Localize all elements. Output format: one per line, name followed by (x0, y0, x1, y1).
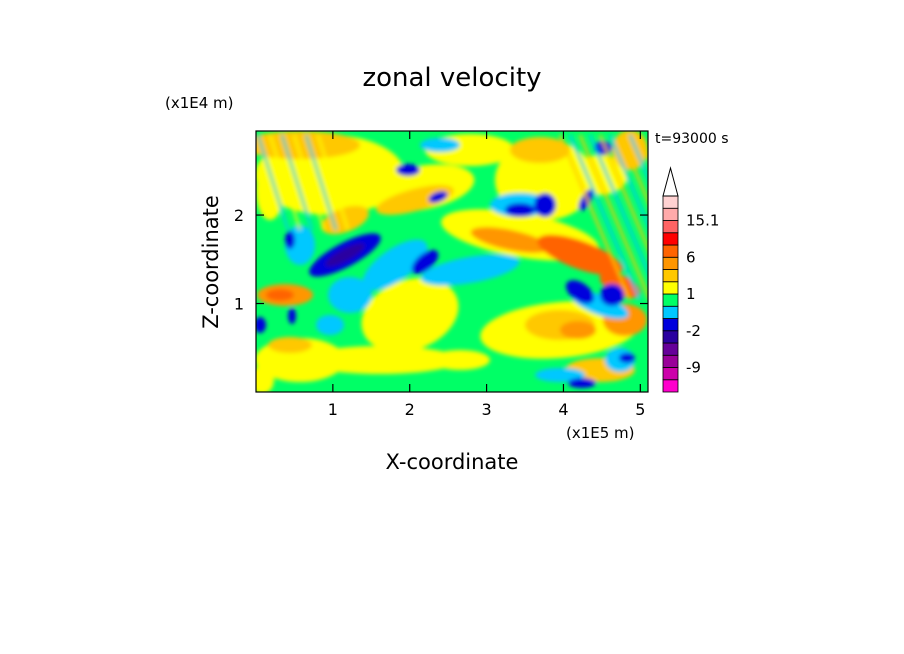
contour-stripe (618, 134, 648, 205)
contour-region (328, 277, 372, 313)
colorbar-swatch (662, 305, 679, 319)
contour-stripe (588, 134, 648, 276)
y-tick-label: 2 (234, 206, 244, 225)
x-tick-label: 4 (558, 400, 568, 419)
colorbar-swatch (662, 330, 679, 344)
colorbar-swatch (662, 195, 679, 209)
x-tick-label: 2 (405, 400, 415, 419)
contour-region (510, 137, 570, 163)
plot-frame (255, 130, 649, 393)
colorbar-arrow (662, 166, 679, 197)
contour-region (361, 277, 459, 353)
contour-region (411, 250, 439, 274)
contour-region (535, 368, 585, 382)
colorbar-swatch (662, 256, 679, 270)
contour-stripe (280, 134, 314, 231)
colorbar-swatch (662, 244, 679, 258)
x-tick-label: 1 (328, 400, 338, 419)
contour-stripe (608, 134, 648, 229)
contour-stripe (598, 134, 648, 252)
x-scale-label: (x1E5 m) (566, 424, 635, 442)
x-axis-ticks: 1 2 3 4 5 (328, 131, 645, 419)
contour-stripe (558, 134, 632, 301)
contour-stripe (256, 134, 290, 231)
x-axis-label: X-coordinate (386, 450, 519, 474)
y-axis-ticks: 12 (234, 206, 648, 314)
contour-stripe (628, 134, 648, 182)
contour-stripe (578, 134, 648, 300)
x-tick-label: 3 (481, 400, 491, 419)
contour-region (428, 191, 448, 203)
time-label: t=93000 s (655, 131, 729, 147)
colorbar-swatch (662, 318, 679, 332)
contour-region (268, 337, 312, 353)
contour-region (534, 193, 556, 217)
contour-stripe (304, 134, 338, 231)
colorbar-label: -2 (686, 322, 701, 340)
contour-stripe (316, 134, 350, 231)
contour-region (256, 366, 274, 392)
contour-region (316, 315, 344, 335)
colorbar-swatch (662, 342, 679, 356)
contour-region (470, 227, 550, 253)
contour-region (285, 231, 295, 249)
colorbar-swatch (662, 379, 679, 393)
colorbar-swatch (662, 293, 679, 307)
colorbar-swatch (662, 207, 679, 221)
contour-region (376, 185, 454, 215)
y-tick-label: 1 (234, 295, 244, 314)
colorbar-swatch (662, 281, 679, 295)
contour-stripe (292, 134, 326, 231)
contour-field (256, 131, 648, 392)
contour-region (505, 203, 535, 217)
colorbar: -9 -2 1 6 15.1 (662, 166, 719, 393)
colorbar-swatch (662, 232, 679, 246)
contour-region (600, 284, 624, 306)
contour-region (430, 350, 490, 370)
contour-region (288, 308, 296, 324)
contour-region (560, 321, 596, 339)
chart-title: zonal velocity (362, 63, 541, 93)
contour-region (565, 280, 595, 304)
contour-region (537, 234, 623, 276)
y-scale-label: (x1E4 m) (165, 94, 234, 112)
contour-region (362, 239, 428, 291)
contour-stripe (268, 134, 302, 231)
contour-region (619, 353, 635, 363)
colorbar-label: 1 (686, 285, 696, 303)
colorbar-swatch (662, 269, 679, 283)
y-axis-label: Z-coordinate (199, 195, 223, 329)
contour-region (396, 164, 420, 176)
contour-stripe (568, 134, 642, 301)
colorbar-label: 6 (686, 248, 696, 266)
contour-region (599, 272, 641, 298)
colorbar-label: 15.1 (686, 212, 719, 230)
contour-region (256, 160, 284, 220)
x-tick-label: 5 (635, 400, 645, 419)
colorbar-swatch (662, 220, 679, 234)
contour-region (568, 378, 596, 388)
contour-region (266, 289, 294, 301)
contour-region (325, 243, 365, 267)
contour-region (420, 138, 460, 152)
contour-region (420, 254, 520, 286)
colorbar-label: -9 (686, 359, 701, 377)
contour-region (256, 317, 266, 333)
colorbar-swatch (662, 354, 679, 368)
colorbar-swatch (662, 367, 679, 381)
